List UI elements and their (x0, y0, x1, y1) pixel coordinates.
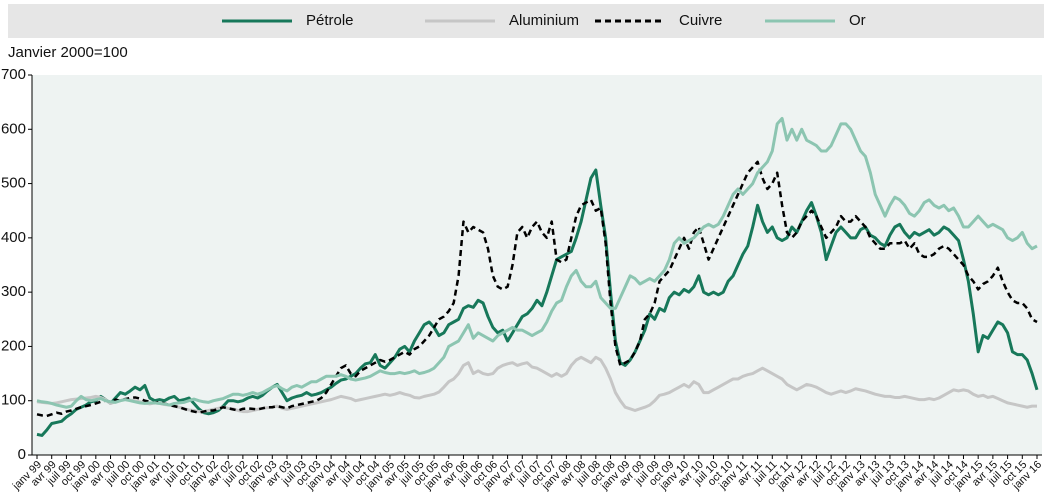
legend-label: Or (849, 12, 866, 29)
y-tick-label: 600 (1, 120, 26, 137)
series-line (36, 160, 1038, 418)
y-tick-label: 300 (1, 283, 26, 300)
y-tick-label: 400 (1, 229, 26, 246)
y-tick-label: 100 (1, 392, 26, 409)
y-tick-label: 700 (1, 66, 26, 83)
series-line (36, 116, 1038, 409)
plot-area (32, 75, 1042, 455)
legend-label: Pétrole (306, 12, 354, 29)
y-tick-label: 500 (1, 175, 26, 192)
y-axis-label: Janvier 2000=100 (8, 44, 128, 61)
legend-band (8, 4, 1044, 38)
legend-label: Aluminium (509, 12, 579, 29)
y-tick-label: 0 (18, 446, 26, 463)
legend-label: Cuivre (679, 12, 722, 29)
y-tick-label: 200 (1, 337, 26, 354)
